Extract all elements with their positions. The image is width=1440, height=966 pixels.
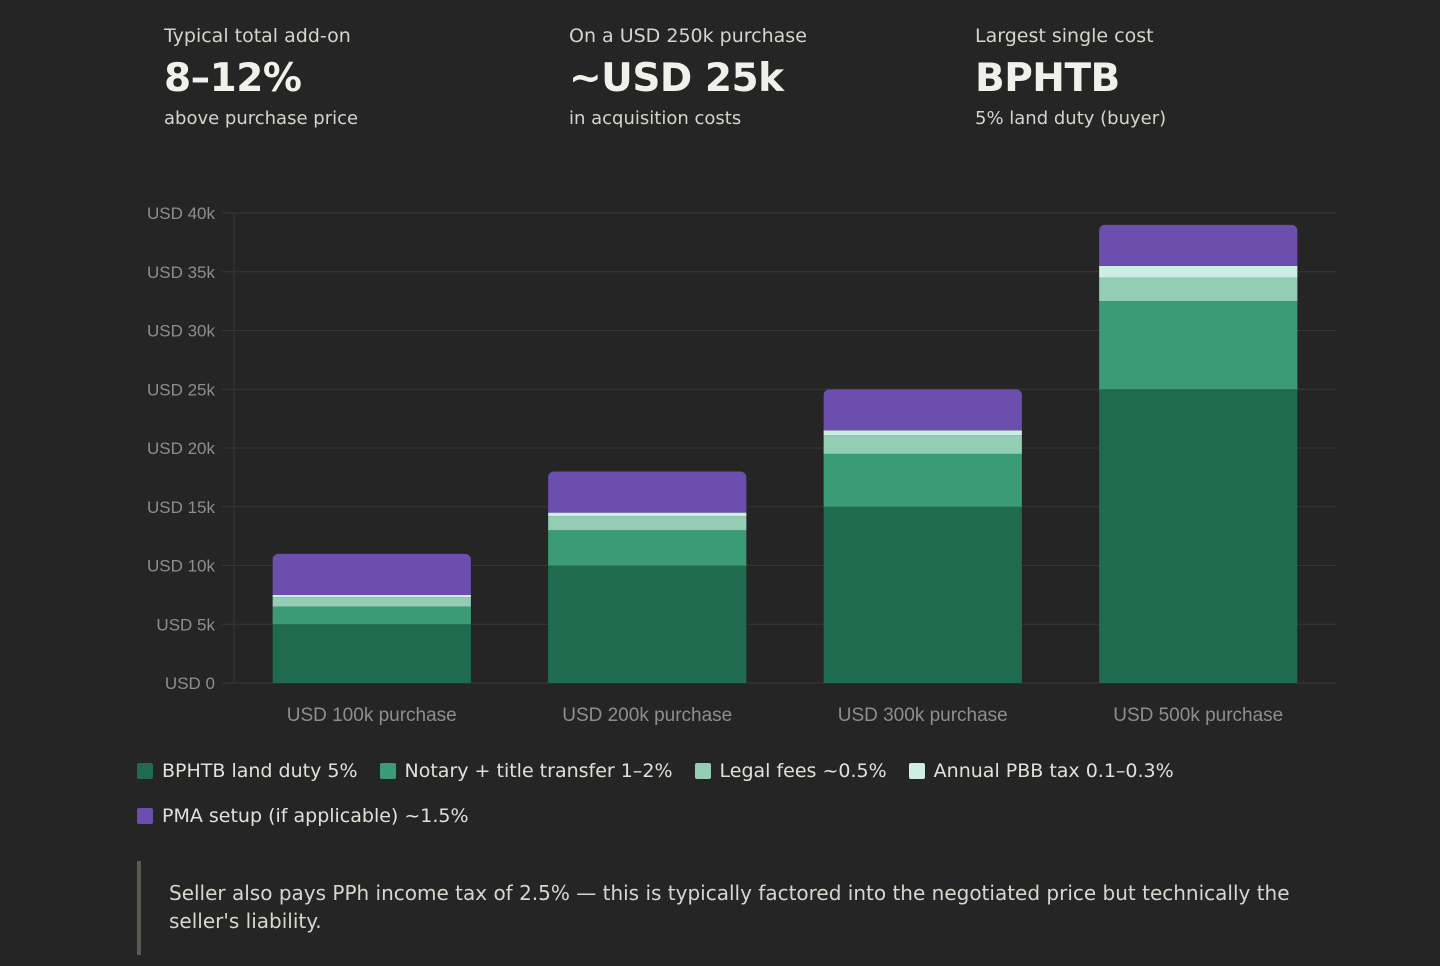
y-tick-label: USD 10k xyxy=(147,557,216,576)
x-tick-label: USD 100k purchase xyxy=(287,705,457,726)
y-tick-label: USD 15k xyxy=(147,498,216,517)
legend-item-bphtb[interactable]: BPHTB land duty 5% xyxy=(137,756,358,785)
stat-label: Largest single cost xyxy=(975,25,1154,47)
bar-segment xyxy=(272,594,471,598)
y-tick-label: USD 20k xyxy=(147,439,216,458)
stat-subtext: 5% land duty (buyer) xyxy=(975,108,1167,129)
legend-label: Legal fees ~0.5% xyxy=(719,759,887,782)
footnote-callout: Seller also pays PPh income tax of 2.5% … xyxy=(137,861,1331,955)
bar-segment xyxy=(548,471,747,513)
x-tick-label: USD 300k purchase xyxy=(838,705,1008,726)
bar-segment xyxy=(272,553,471,595)
legend-swatch xyxy=(137,807,153,824)
stat-value: ~USD 25k xyxy=(569,56,784,101)
bar-segment xyxy=(1099,265,1298,278)
x-tick-label: USD 200k purchase xyxy=(562,705,732,726)
bar-segment xyxy=(1099,301,1298,390)
legend-item-notary[interactable]: Notary + title transfer 1–2% xyxy=(379,756,673,785)
legend-item-pbb-tax[interactable]: Annual PBB tax 0.1–0.3% xyxy=(908,756,1174,785)
stat-label: Typical total add-on xyxy=(164,25,351,47)
bar-segment xyxy=(823,435,1022,454)
chart-legend: BPHTB land duty 5% Notary + title transf… xyxy=(137,756,1297,830)
bar-segment xyxy=(1099,277,1298,302)
legend-swatch xyxy=(137,762,153,779)
bar-segment xyxy=(548,530,747,566)
bar-segment xyxy=(823,389,1022,431)
bar-segment xyxy=(823,430,1022,436)
legend-swatch xyxy=(908,762,925,779)
bar-segment xyxy=(548,516,747,531)
legend-label: PMA setup (if applicable) ~1.5% xyxy=(162,804,469,827)
bar-segment xyxy=(272,606,471,625)
bar-segment xyxy=(1099,389,1298,683)
stat-card-largest-cost: Largest single cost BPHTB 5% land duty (… xyxy=(975,22,1355,132)
footnote-text: Seller also pays PPh income tax of 2.5% … xyxy=(169,881,1290,933)
legend-label: Annual PBB tax 0.1–0.3% xyxy=(933,759,1174,782)
y-tick-label: USD 40k xyxy=(147,204,216,223)
bar-segment xyxy=(1099,224,1298,266)
stat-label: On a USD 250k purchase xyxy=(569,25,807,47)
legend-label: Notary + title transfer 1–2% xyxy=(404,759,673,782)
stat-subtext: in acquisition costs xyxy=(569,108,742,129)
y-tick-label: USD 30k xyxy=(147,322,216,341)
stacked-bar-chart: USD 0 USD 5k USD 10k USD 15k USD 20k USD 25k U… xyxy=(147,204,1336,726)
y-tick-label: USD 5k xyxy=(156,615,215,634)
bar-segment xyxy=(823,453,1022,507)
legend-label: BPHTB land duty 5% xyxy=(162,759,358,782)
bar-segment xyxy=(548,512,747,517)
bar-segment xyxy=(272,597,471,607)
legend-item-legal-fees[interactable]: Legal fees ~0.5% xyxy=(694,756,887,785)
stat-card-add-on: Typical total add-on 8–12% above purchas… xyxy=(164,22,544,132)
bar-segment xyxy=(823,506,1022,683)
y-tick-label: USD 35k xyxy=(147,263,216,282)
legend-swatch xyxy=(379,762,396,779)
bar-segment xyxy=(272,624,471,683)
stat-subtext: above purchase price xyxy=(164,108,359,129)
stat-value: BPHTB xyxy=(975,56,1120,101)
legend-item-pma-setup[interactable]: PMA setup (if applicable) ~1.5% xyxy=(137,801,469,830)
y-tick-label: USD 0 xyxy=(165,674,215,693)
stat-value: 8–12% xyxy=(164,56,302,101)
summary-stats: Typical total add-on 8–12% above purchas… xyxy=(164,22,1364,142)
legend-swatch xyxy=(694,762,711,779)
y-tick-label: USD 25k xyxy=(147,380,216,399)
stat-card-250k: On a USD 250k purchase ~USD 25k in acqui… xyxy=(569,22,949,132)
x-tick-label: USD 500k purchase xyxy=(1113,705,1283,726)
bar-segment xyxy=(548,565,747,683)
